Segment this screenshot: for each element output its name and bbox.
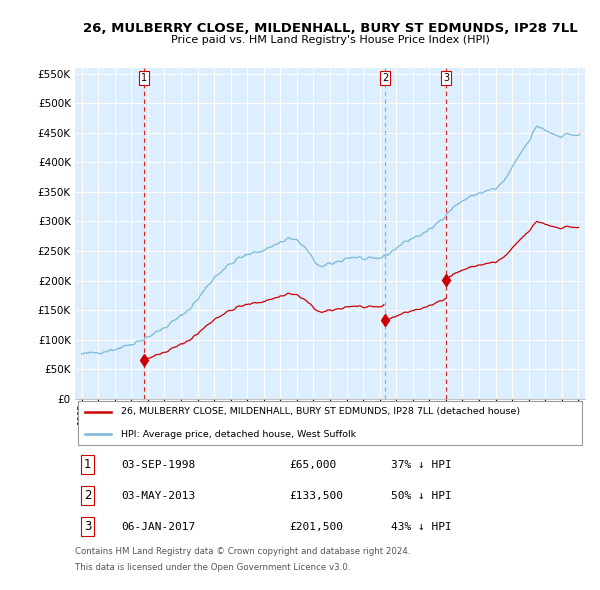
Text: 1: 1 (84, 458, 91, 471)
Text: £65,000: £65,000 (289, 460, 337, 470)
Text: Price paid vs. HM Land Registry's House Price Index (HPI): Price paid vs. HM Land Registry's House … (170, 35, 490, 45)
Text: 03-SEP-1998: 03-SEP-1998 (121, 460, 195, 470)
Text: 3: 3 (84, 520, 91, 533)
Text: 26, MULBERRY CLOSE, MILDENHALL, BURY ST EDMUNDS, IP28 7LL: 26, MULBERRY CLOSE, MILDENHALL, BURY ST … (83, 22, 577, 35)
Text: 03-MAY-2013: 03-MAY-2013 (121, 491, 195, 501)
Text: 1: 1 (140, 73, 147, 83)
Text: 2: 2 (382, 73, 388, 83)
Text: HPI: Average price, detached house, West Suffolk: HPI: Average price, detached house, West… (121, 430, 356, 439)
Text: 37% ↓ HPI: 37% ↓ HPI (391, 460, 452, 470)
Text: 3: 3 (443, 73, 449, 83)
Text: Contains HM Land Registry data © Crown copyright and database right 2024.: Contains HM Land Registry data © Crown c… (75, 548, 410, 556)
FancyBboxPatch shape (77, 401, 583, 445)
Text: 43% ↓ HPI: 43% ↓ HPI (391, 522, 452, 532)
Text: 26, MULBERRY CLOSE, MILDENHALL, BURY ST EDMUNDS, IP28 7LL (detached house): 26, MULBERRY CLOSE, MILDENHALL, BURY ST … (121, 407, 520, 417)
Text: £133,500: £133,500 (289, 491, 343, 501)
Text: 50% ↓ HPI: 50% ↓ HPI (391, 491, 452, 501)
Text: £201,500: £201,500 (289, 522, 343, 532)
Text: 06-JAN-2017: 06-JAN-2017 (121, 522, 195, 532)
Text: 2: 2 (84, 489, 91, 502)
Text: This data is licensed under the Open Government Licence v3.0.: This data is licensed under the Open Gov… (75, 563, 350, 572)
